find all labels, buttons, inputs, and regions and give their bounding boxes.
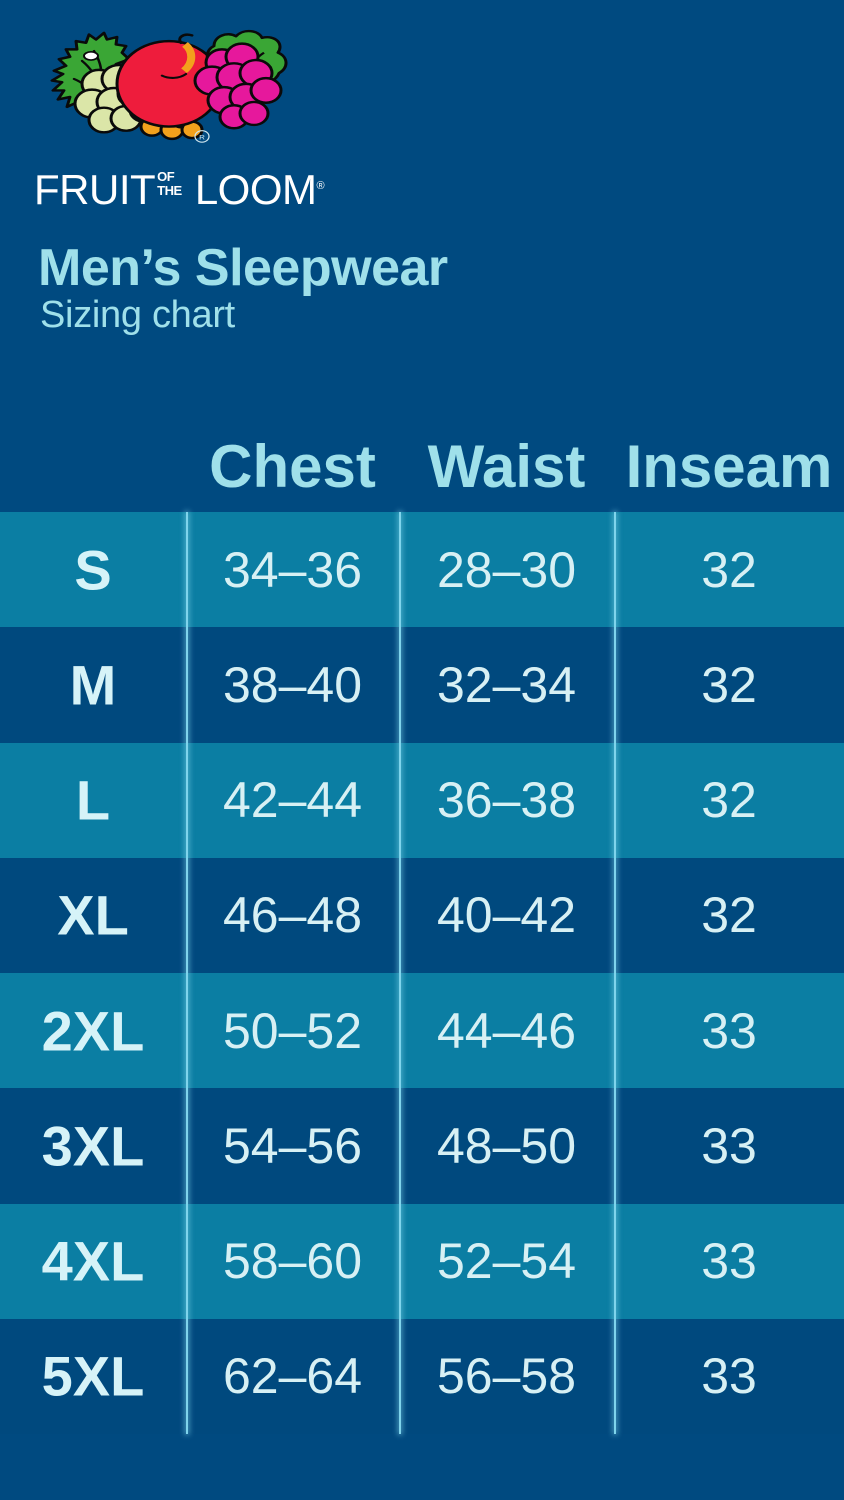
svg-text:R: R (199, 133, 205, 141)
